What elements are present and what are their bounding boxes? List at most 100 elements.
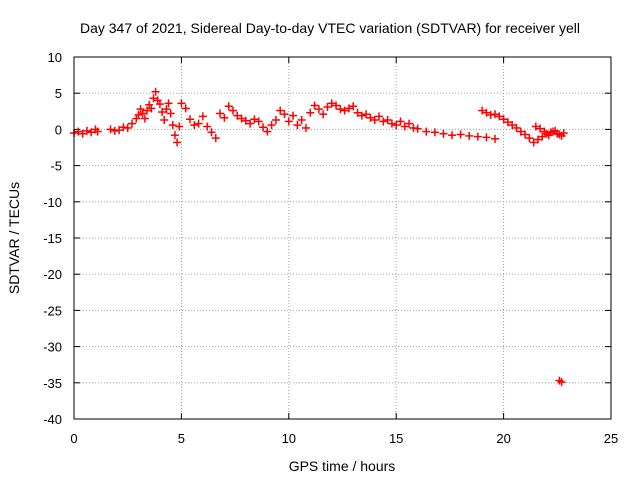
data-point (93, 127, 102, 136)
data-point (536, 124, 545, 133)
data-point (254, 117, 263, 126)
data-point (173, 138, 182, 147)
data-point (158, 108, 167, 117)
data-point (168, 121, 177, 130)
data-point (405, 119, 414, 128)
data-point (553, 129, 562, 138)
data-point (495, 112, 504, 121)
data-point (392, 121, 401, 130)
data-point (456, 130, 465, 139)
data-point (362, 110, 371, 119)
data-point (170, 131, 179, 140)
data-point (336, 105, 345, 114)
data-point (127, 119, 136, 128)
data-point (491, 134, 500, 143)
plot-frame (73, 56, 612, 420)
data-point (538, 132, 547, 141)
data-point (271, 115, 280, 124)
data-point (177, 99, 186, 108)
data-point (344, 104, 353, 113)
data-point (430, 128, 439, 137)
x-tick-label: 20 (496, 431, 510, 446)
y-tick-label: 10 (48, 50, 62, 65)
y-tick-label: -30 (43, 340, 62, 355)
data-point (332, 101, 341, 110)
data-point (499, 115, 508, 124)
data-point (276, 106, 285, 115)
data-point (164, 99, 173, 108)
data-point (263, 127, 272, 136)
data-point (366, 113, 375, 122)
data-point (284, 117, 293, 126)
y-tick-label: -20 (43, 267, 62, 282)
y-tick-label: -25 (43, 303, 62, 318)
data-point (301, 123, 310, 132)
data-point (439, 129, 448, 138)
data-point (508, 121, 517, 130)
data-point (151, 87, 160, 96)
data-point (147, 104, 156, 113)
y-tick-label: 5 (55, 86, 62, 101)
data-point (224, 102, 233, 111)
data-point (181, 104, 190, 113)
data-point (211, 134, 220, 143)
data-point (396, 117, 405, 126)
data-point (74, 127, 83, 136)
data-point (136, 105, 145, 114)
data-point (349, 102, 358, 111)
data-point (323, 102, 332, 111)
data-point (220, 113, 229, 122)
data-point (357, 111, 366, 120)
data-point (190, 121, 199, 130)
data-point (289, 111, 298, 120)
data-point (503, 118, 512, 127)
data-point (241, 116, 250, 125)
y-tick-label: -5 (50, 159, 62, 174)
data-point (540, 127, 549, 136)
data-point (448, 131, 457, 140)
data-point (512, 123, 521, 132)
data-point (143, 106, 152, 115)
data-point (383, 115, 392, 124)
data-point (207, 128, 216, 137)
x-tick-labels: 0 5 10 15 20 25 (70, 431, 618, 446)
data-points (70, 87, 568, 387)
data-point (379, 117, 388, 126)
data-point (314, 105, 323, 114)
data-point (228, 106, 237, 115)
data-point (422, 127, 431, 136)
data-point (327, 99, 336, 108)
data-point (140, 114, 149, 123)
data-point (478, 106, 487, 115)
y-tick-labels: 10 5 0 -5 -10 -15 -20 -25 -30 -35 -40 (43, 50, 62, 427)
x-tick-label: 5 (178, 431, 185, 446)
data-point (529, 138, 538, 147)
x-tick-label: 0 (70, 431, 77, 446)
data-point (115, 126, 124, 135)
data-point (138, 109, 147, 118)
chart-title: Day 347 of 2021, Sidereal Day-to-day VTE… (80, 20, 580, 36)
data-point (166, 109, 175, 118)
data-point (259, 123, 268, 132)
data-point (250, 115, 259, 124)
data-point (160, 115, 169, 124)
data-point (82, 126, 91, 135)
x-axis-label: GPS time / hours (289, 458, 396, 474)
y-axis-label: SDTVAR / TECUs (6, 182, 22, 294)
data-point (387, 119, 396, 128)
data-point (233, 111, 242, 120)
data-point (340, 106, 349, 115)
data-point (297, 115, 306, 124)
x-tick-label: 10 (282, 431, 296, 446)
x-tick-label: 25 (604, 431, 618, 446)
data-point (465, 131, 474, 140)
data-point (246, 119, 255, 128)
data-point (155, 100, 164, 109)
data-point (162, 105, 171, 114)
data-point (106, 125, 115, 134)
data-point (237, 114, 246, 123)
data-point (306, 108, 315, 117)
data-point (123, 123, 132, 132)
